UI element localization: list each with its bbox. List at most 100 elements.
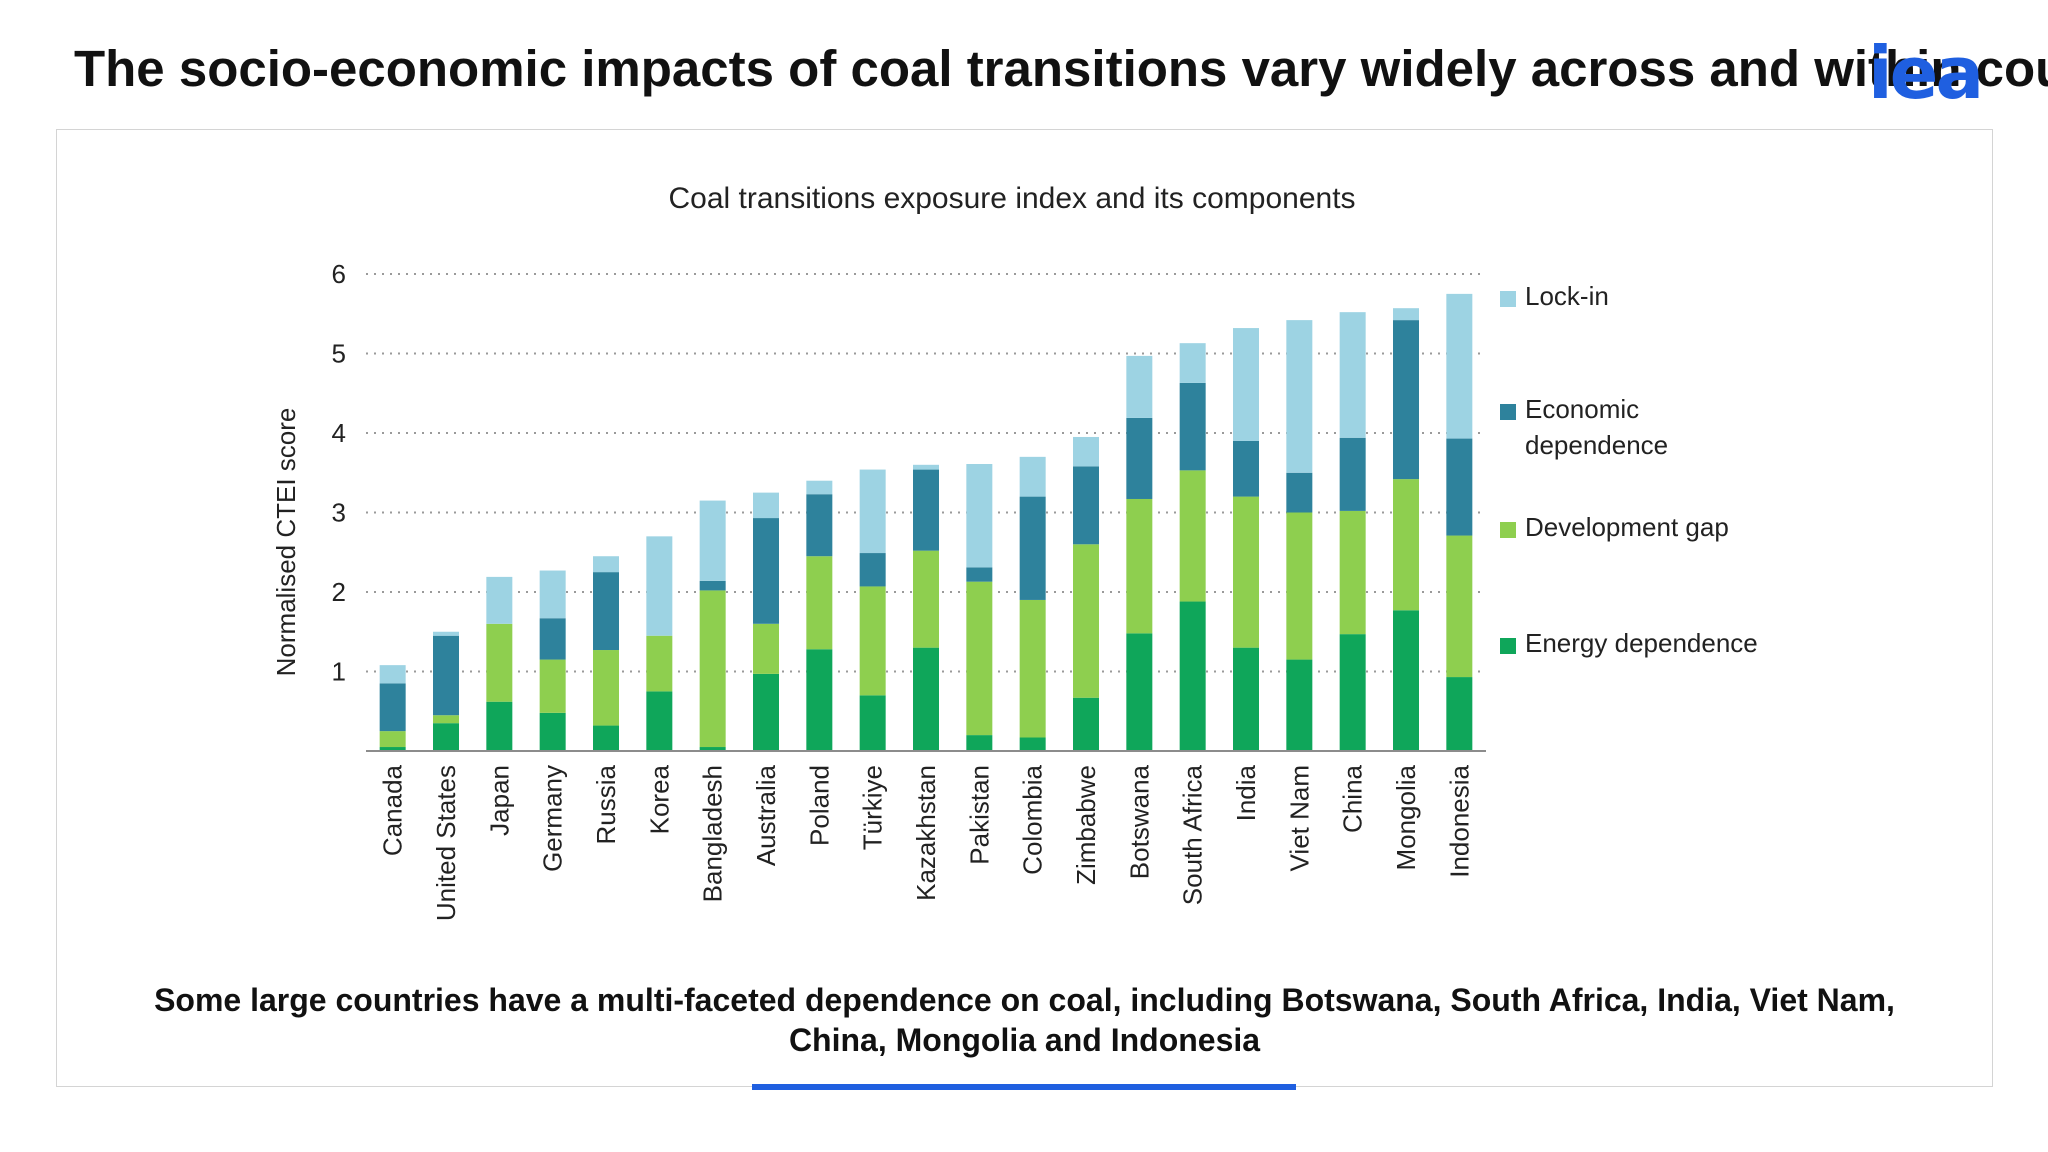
- y-axis-ticks: 1 2 3 4 5 6: [332, 259, 346, 687]
- bar-t-rkiye-economic-dependence: [859, 553, 886, 587]
- bar-australia-energy-dependence: [753, 673, 779, 751]
- bar-south-africa-lock-in: [1179, 343, 1206, 383]
- bar-germany-economic-dependence: [539, 618, 566, 660]
- bar-bangladesh-energy-dependence: [699, 747, 726, 751]
- stacked-bar-chart: Coal transitions exposure index and its …: [271, 182, 1758, 921]
- x-tick-label-india: India: [1231, 764, 1261, 821]
- bar-australia-economic-dependence: [753, 518, 779, 624]
- bar-australia-development-gap: [753, 623, 779, 674]
- bar-india-economic-dependence: [1233, 440, 1259, 497]
- x-tick-label-poland: Poland: [804, 765, 834, 846]
- bar-pakistan-development-gap: [966, 581, 993, 736]
- bar-canada-economic-dependence: [379, 683, 406, 732]
- bar-china-lock-in: [1339, 312, 1366, 438]
- x-tick-label-mongolia: Mongolia: [1391, 764, 1421, 870]
- bar-botswana-development-gap: [1126, 498, 1153, 634]
- bar-poland-development-gap: [806, 556, 833, 650]
- bar-indonesia-economic-dependence: [1446, 438, 1473, 536]
- bar-canada-lock-in: [379, 665, 406, 684]
- bar-mongolia-lock-in: [1393, 308, 1419, 321]
- bar-pakistan-economic-dependence: [966, 567, 993, 582]
- bar-japan-lock-in: [486, 576, 513, 624]
- bar-zimbabwe-energy-dependence: [1073, 697, 1099, 751]
- bar-russia-development-gap: [593, 650, 619, 726]
- bar-botswana-economic-dependence: [1126, 417, 1153, 499]
- bar-kazakhstan-economic-dependence: [913, 469, 939, 551]
- legend-label-economic-dependence: Economic dependence: [1525, 394, 1668, 460]
- bar-canada-energy-dependence: [379, 747, 406, 751]
- bar-bangladesh-development-gap: [699, 590, 726, 748]
- bar-colombia-development-gap: [1019, 599, 1046, 738]
- x-tick-label-kazakhstan: Kazakhstan: [911, 765, 941, 901]
- legend-swatch-lock-in: [1500, 291, 1516, 307]
- bar-united-states-development-gap: [433, 715, 459, 724]
- bar-india-energy-dependence: [1233, 647, 1259, 751]
- x-tick-label-botswana: Botswana: [1124, 764, 1154, 879]
- x-tick-label-viet-nam: Viet Nam: [1284, 765, 1314, 871]
- x-tick-label-australia: Australia: [751, 764, 781, 866]
- x-tick-label-pakistan: Pakistan: [964, 765, 994, 865]
- x-tick-label-t-rkiye: Türkiye: [858, 765, 888, 850]
- bar-mongolia-development-gap: [1393, 479, 1419, 611]
- slide-caption: Some large countries have a multi-facete…: [56, 980, 1993, 1060]
- x-tick-label-japan: Japan: [484, 765, 514, 836]
- bar-russia-lock-in: [593, 556, 619, 573]
- bar-colombia-energy-dependence: [1019, 737, 1046, 751]
- bar-mongolia-energy-dependence: [1393, 610, 1419, 751]
- caption-line-1: Some large countries have a multi-facete…: [154, 982, 1895, 1018]
- bar-bangladesh-lock-in: [699, 500, 726, 581]
- bar-india-development-gap: [1233, 496, 1259, 648]
- bar-russia-economic-dependence: [593, 572, 619, 651]
- bar-botswana-energy-dependence: [1126, 633, 1153, 751]
- bar-germany-lock-in: [539, 570, 566, 619]
- y-axis-label: Normalised CTEI score: [271, 408, 301, 677]
- y-tick-label-4: 4: [332, 418, 346, 448]
- bar-viet-nam-development-gap: [1286, 512, 1313, 660]
- x-tick-label-zimbabwe: Zimbabwe: [1071, 765, 1101, 885]
- legend-swatch-economic-dependence: [1500, 404, 1516, 420]
- legend-swatch-energy-dependence: [1500, 638, 1516, 654]
- bar-pakistan-lock-in: [966, 464, 993, 568]
- bar-botswana-lock-in: [1126, 355, 1153, 418]
- bar-germany-development-gap: [539, 659, 566, 713]
- iea-logo: iea: [1868, 31, 1984, 115]
- bar-mongolia-economic-dependence: [1393, 320, 1419, 480]
- bar-kazakhstan-energy-dependence: [913, 647, 939, 751]
- bar-united-states-energy-dependence: [433, 723, 459, 751]
- slide-title: The socio-economic impacts of coal trans…: [74, 40, 2048, 97]
- x-tick-label-canada: Canada: [378, 764, 408, 856]
- bar-germany-energy-dependence: [539, 712, 566, 751]
- bar-kazakhstan-development-gap: [913, 550, 939, 648]
- y-tick-label-1: 1: [332, 657, 346, 687]
- caption-line-2: China, Mongolia and Indonesia: [788, 1022, 1261, 1058]
- bar-zimbabwe-economic-dependence: [1073, 466, 1099, 545]
- x-tick-label-russia: Russia: [591, 764, 621, 844]
- bar-united-states-lock-in: [433, 631, 459, 636]
- bar-viet-nam-lock-in: [1286, 320, 1313, 473]
- bar-poland-economic-dependence: [806, 494, 833, 557]
- bar-south-africa-energy-dependence: [1179, 601, 1206, 751]
- bar-viet-nam-economic-dependence: [1286, 472, 1313, 513]
- bar-korea-lock-in: [646, 536, 673, 636]
- x-tick-label-bangladesh: Bangladesh: [698, 765, 728, 902]
- bar-south-africa-development-gap: [1179, 470, 1206, 602]
- bar-viet-nam-energy-dependence: [1286, 659, 1313, 751]
- bar-bangladesh-economic-dependence: [699, 580, 726, 591]
- bar-india-lock-in: [1233, 328, 1259, 441]
- bars: [379, 293, 1473, 751]
- bar-korea-energy-dependence: [646, 691, 673, 751]
- bar-japan-energy-dependence: [486, 701, 513, 751]
- y-tick-label-5: 5: [332, 339, 346, 369]
- bar-canada-development-gap: [379, 731, 406, 748]
- legend: Lock-in Economic dependence Development gap…: [1500, 281, 1758, 658]
- bar-colombia-lock-in: [1019, 456, 1046, 497]
- bar-australia-lock-in: [753, 492, 779, 519]
- x-tick-label-south-africa: South Africa: [1178, 764, 1208, 905]
- bar-zimbabwe-development-gap: [1073, 544, 1099, 698]
- bar-poland-energy-dependence: [806, 649, 833, 751]
- legend-swatch-development-gap: [1500, 522, 1516, 538]
- y-tick-label-2: 2: [332, 577, 346, 607]
- bar-china-economic-dependence: [1339, 437, 1366, 511]
- bar-colombia-economic-dependence: [1019, 496, 1046, 600]
- bar-china-development-gap: [1339, 510, 1366, 635]
